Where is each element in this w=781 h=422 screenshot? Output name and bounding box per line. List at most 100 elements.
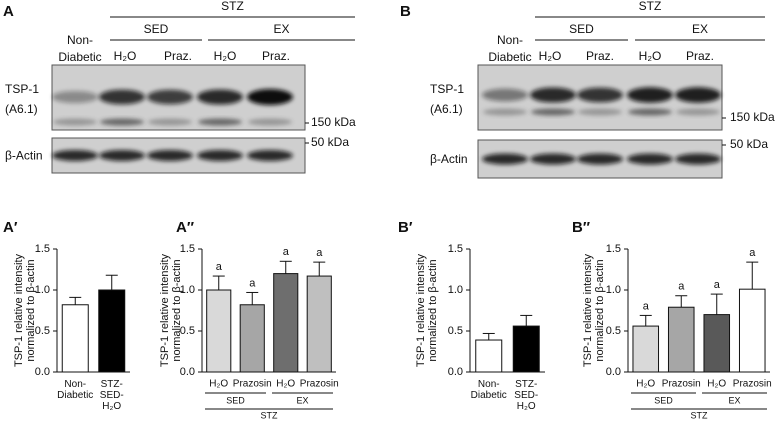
x-tick-label: H₂O [209,379,228,390]
panel-letter: B′ [398,219,413,236]
group-label: SED [226,395,245,405]
significance-label: a [316,247,323,259]
lane-label: Non-Diabetic [58,33,101,64]
significance-label: a [714,279,721,291]
group-label: STZ [691,410,709,420]
significance-label: a [249,277,256,289]
lane-label: H₂O [639,49,662,63]
y-tick-label: 0.5 [606,325,621,337]
band [676,108,720,116]
significance-label: a [643,300,650,312]
x-tick-label: H₂O [707,379,726,390]
row-label: TSP-1 [5,82,39,96]
lane-label: Praz. [164,49,192,63]
y-axis-label: TSP-1 relative intensity [13,253,25,367]
row-label: β-Actin [430,152,468,166]
band [197,89,243,105]
y-tick-label: 1.0 [606,284,621,296]
panel-letter: B [400,3,411,20]
x-tick-label: H₂O [636,379,655,390]
y-tick-label: 1.5 [180,243,195,255]
y-axis-label: TSP-1 relative intensity [159,253,171,367]
lane-label: H₂O [214,49,237,63]
band [147,89,193,105]
lane-label: Non-Diabetic [488,33,531,64]
y-tick-label: 1.5 [606,243,621,255]
row-label: (A6.1) [5,102,38,116]
bar [61,304,89,373]
x-tick-label: STZ-SED-H₂O [514,379,538,412]
bar [98,289,126,373]
bar [239,304,265,373]
band [577,87,623,103]
band [578,108,622,116]
bar [475,339,503,373]
y-tick-label: 1.0 [180,284,195,296]
band [628,108,672,116]
row-label: (A6.1) [430,102,463,116]
band [52,90,98,104]
x-tick-label: Non-Diabetic [57,379,93,401]
band [482,153,528,165]
band [482,88,528,102]
bar [632,325,660,373]
group-label: SED [654,395,673,405]
y-tick-label: 0.0 [448,366,463,378]
subgroup-label: EX [273,22,289,36]
band [577,153,623,165]
y-axis-label: TSP-1 relative intensity [582,253,594,367]
group-label: EX [728,395,740,405]
band [531,108,575,116]
band [52,150,98,161]
band [99,150,145,161]
significance-label: a [678,281,685,293]
y-tick-label: 0.5 [35,325,50,337]
band [627,87,673,103]
band [248,118,292,126]
panel-letter: A′ [3,219,18,236]
x-tick-label: H₂O [276,379,295,390]
marker-label: 50 kDa [311,135,349,149]
group-label: STZ [221,0,244,13]
band [100,118,144,126]
band [530,87,576,103]
y-tick-label: 1.0 [448,284,463,296]
row-label: β-Actin [5,149,43,163]
band [675,87,721,103]
y-tick-label: 0.0 [606,366,621,378]
lane-label: H₂O [114,49,137,63]
bar [667,306,695,373]
lane-label: Praz. [586,49,614,63]
y-tick-label: 0.0 [180,366,195,378]
bar [206,289,232,373]
significance-label: a [216,261,223,273]
lane-label: H₂O [539,49,562,63]
y-tick-label: 0.5 [448,325,463,337]
band [99,89,145,105]
y-tick-label: 1.0 [35,284,50,296]
bar [703,314,731,373]
group-label: STZ [639,0,662,13]
y-axis-label: normalized to β-actin [427,259,439,361]
marker-label: 150 kDa [311,115,356,129]
band [483,108,527,116]
band [198,118,242,126]
y-tick-label: 0.0 [35,366,50,378]
y-axis-label: normalized to β-actin [171,259,183,361]
band [675,153,721,165]
subgroup-label: EX [692,22,708,36]
x-tick-label: Prazosin [233,379,272,390]
bar [306,275,332,373]
y-axis-label: normalized to β-actin [25,259,37,361]
y-axis-label: TSP-1 relative intensity [415,253,427,367]
row-label: TSP-1 [430,82,464,96]
group-label: EX [296,395,308,405]
x-tick-label: Non-Diabetic [471,379,507,401]
band [148,118,192,126]
x-tick-label: STZ-SED-H₂O [100,379,124,412]
x-tick-label: Prazosin [662,379,701,390]
subgroup-label: SED [144,22,169,36]
bar [738,288,766,373]
y-tick-label: 0.5 [180,325,195,337]
